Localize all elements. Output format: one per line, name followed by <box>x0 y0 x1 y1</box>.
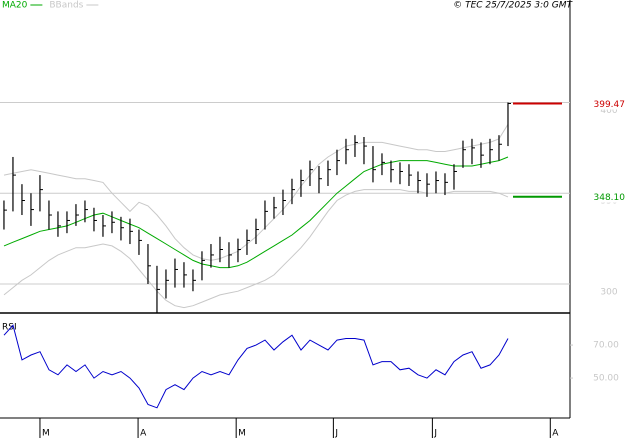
source: © TEC 25/7/2025 3:0 GMT <box>453 1 573 11</box>
x-tick-label: A <box>552 429 559 439</box>
rsi-line <box>3 324 509 409</box>
level-label: 348.10 <box>594 193 626 203</box>
y-tick-label: 50.00 <box>593 374 619 384</box>
level-label: 399.47 <box>594 100 626 110</box>
x-tick-label: A <box>140 429 147 439</box>
ma-line <box>3 156 509 269</box>
level-label-bg <box>572 97 625 110</box>
x-tick-label: M <box>238 429 246 439</box>
x-tick-label: J <box>334 429 338 439</box>
bband-lower <box>3 189 509 309</box>
legend-label: BBands <box>49 1 83 11</box>
x-tick-label: J <box>433 429 437 439</box>
y-tick-label: 300 <box>600 287 617 297</box>
level-label-bg <box>572 190 625 203</box>
x-tick-label: M <box>42 429 50 439</box>
y-tick-label: 400 <box>600 106 617 116</box>
y-tick-label: 70.00 <box>593 341 619 351</box>
rsi-title: RSI <box>2 323 17 333</box>
legend-label: MA20 <box>2 1 28 11</box>
